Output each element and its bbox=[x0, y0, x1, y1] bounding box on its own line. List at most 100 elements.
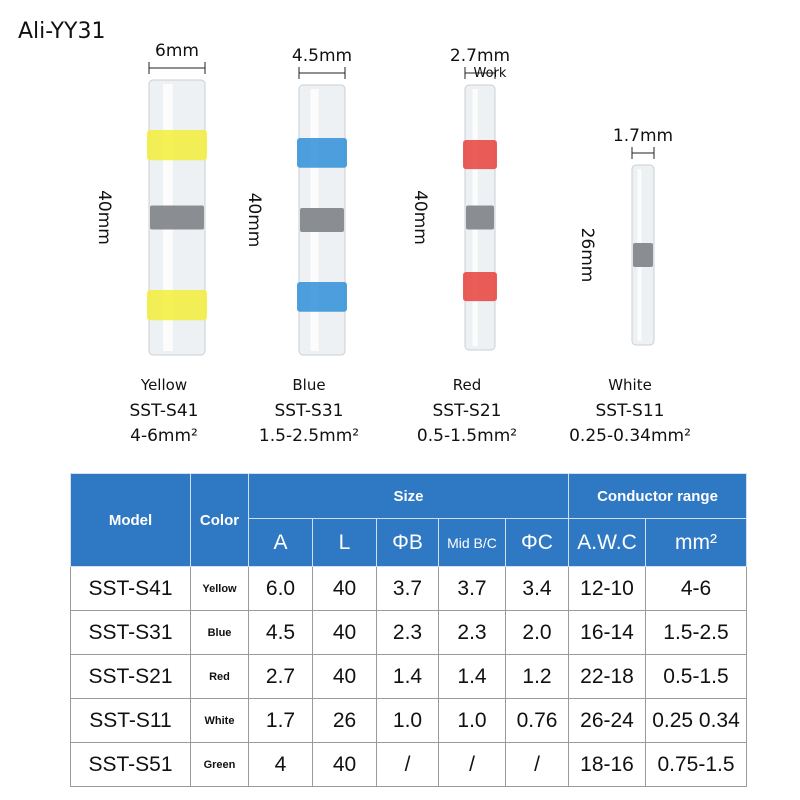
model-cell: SST-S41 bbox=[70, 566, 191, 611]
value-cell: 0.5-1.5 bbox=[645, 654, 747, 699]
wire-range: 1.5-2.5mm² bbox=[259, 426, 359, 446]
value-cell: 3.7 bbox=[376, 566, 439, 611]
subheader-cell: A.W.C bbox=[568, 518, 646, 567]
table-row: SST-S41 Yellow 6.0 40 3.7 3.7 3.4 12-10 4-6 bbox=[70, 566, 747, 611]
subheader-cell: A bbox=[248, 518, 313, 567]
value-cell: 16-14 bbox=[568, 610, 646, 655]
header-cell: Color bbox=[190, 473, 249, 567]
header-cell: Size bbox=[248, 473, 569, 519]
value-cell: 40 bbox=[312, 654, 377, 699]
model-name: SST-S41 bbox=[130, 401, 199, 421]
seal-ring bbox=[147, 290, 207, 321]
solder-ring bbox=[150, 205, 204, 230]
product-illustration: Ali-YY31 6mm 40mm Yellow SST-S41 4-6mm² 4.5mm… bbox=[18, 19, 691, 446]
value-cell: 40 bbox=[312, 566, 377, 611]
value-cell: 3.4 bbox=[505, 566, 569, 611]
value-cell: 2.7 bbox=[248, 654, 313, 699]
seal-ring bbox=[297, 138, 347, 168]
tube bbox=[147, 79, 207, 356]
color-cell: White bbox=[190, 698, 249, 743]
value-cell: 1.0 bbox=[438, 698, 506, 743]
color-cell: Green bbox=[190, 742, 249, 787]
table-row: SST-S51 Green 4 40///18-16 0.75-1.5 bbox=[70, 742, 747, 787]
wire-range: 4-6mm² bbox=[130, 426, 198, 446]
seal-ring bbox=[463, 272, 497, 302]
color-name: Red bbox=[453, 376, 482, 394]
value-cell: 1.5-2.5 bbox=[645, 610, 747, 655]
color-cell: Red bbox=[190, 654, 249, 699]
wire-range: 0.25-0.34mm² bbox=[569, 426, 691, 446]
length-label: 40mm bbox=[244, 193, 264, 248]
brand: Ali-YY31 bbox=[18, 19, 105, 44]
width-label: 1.7mm bbox=[613, 126, 673, 146]
model-cell: SST-S31 bbox=[70, 610, 191, 655]
value-cell: 2.3 bbox=[376, 610, 439, 655]
spec-table: Model Color Size Conductor range A L ΦB Mid B/C… bbox=[70, 473, 747, 787]
seal-ring bbox=[147, 130, 207, 161]
model-name: SST-S11 bbox=[596, 401, 665, 421]
header-cell: Conductor range bbox=[568, 473, 747, 519]
value-cell: 22-18 bbox=[568, 654, 646, 699]
table-row: SST-S31 Blue 4.5 40 2.3 2.3 2.0 16-14 1.5-2.5 bbox=[70, 610, 747, 655]
value-cell: / bbox=[438, 742, 506, 787]
color-name: Blue bbox=[292, 376, 325, 394]
value-cell: 2.3 bbox=[438, 610, 506, 655]
value-cell: 1.7 bbox=[248, 698, 313, 743]
tube bbox=[631, 164, 655, 346]
value-cell: 18-16 bbox=[568, 742, 646, 787]
seal-ring bbox=[297, 282, 347, 312]
header-row: Model Color Size Conductor range bbox=[70, 473, 747, 567]
tube bbox=[297, 84, 347, 356]
subheader-cell: L bbox=[312, 518, 377, 567]
value-cell: 1.4 bbox=[376, 654, 439, 699]
value-cell: 4-6 bbox=[645, 566, 747, 611]
model-cell: SST-S21 bbox=[70, 654, 191, 699]
tube bbox=[463, 84, 497, 351]
value-cell: 4.5 bbox=[248, 610, 313, 655]
subheader-cell: Mid B/C bbox=[438, 518, 506, 567]
width-label: 2.7mm bbox=[450, 46, 510, 66]
value-cell: / bbox=[505, 742, 569, 787]
value-cell: 6.0 bbox=[248, 566, 313, 611]
width-label: 6mm bbox=[155, 41, 199, 61]
color-cell: Blue bbox=[190, 610, 249, 655]
value-cell: 0.75-1.5 bbox=[645, 742, 747, 787]
subheader-cell: mm² bbox=[645, 518, 747, 567]
value-cell: / bbox=[376, 742, 439, 787]
table-row: SST-S21 Red 2.7 40 1.4 1.4 1.2 22-18 0.5-1.5 bbox=[70, 654, 747, 699]
value-cell: 40 bbox=[312, 742, 377, 787]
length-label: 40mm bbox=[94, 190, 114, 245]
color-cell: Yellow bbox=[190, 566, 249, 611]
length-label: 26mm bbox=[577, 228, 597, 283]
header-cell: Model bbox=[70, 473, 191, 567]
solder-ring bbox=[466, 205, 494, 230]
value-cell: 40 bbox=[312, 610, 377, 655]
value-cell: 1.2 bbox=[505, 654, 569, 699]
seal-ring bbox=[463, 140, 497, 170]
subheader-cell: ΦC bbox=[505, 518, 569, 567]
color-name: White bbox=[608, 376, 652, 394]
value-cell: 12-10 bbox=[568, 566, 646, 611]
solder-ring bbox=[633, 243, 653, 267]
model-cell: SST-S51 bbox=[70, 742, 191, 787]
width-label: 4.5mm bbox=[292, 46, 352, 66]
value-cell: 26-24 bbox=[568, 698, 646, 743]
value-cell: 1.4 bbox=[438, 654, 506, 699]
value-cell: 1.0 bbox=[376, 698, 439, 743]
value-cell: 0.76 bbox=[505, 698, 569, 743]
model-cell: SST-S11 bbox=[70, 698, 191, 743]
subheader-cell: ΦB bbox=[376, 518, 439, 567]
model-name: SST-S21 bbox=[433, 401, 502, 421]
color-name: Yellow bbox=[140, 376, 187, 394]
value-cell: 4 bbox=[248, 742, 313, 787]
length-label: 40mm bbox=[410, 190, 430, 245]
table-row: SST-S11 White 1.7 26 1.0 1.0 0.76 26-24 0.25 0.3… bbox=[70, 698, 747, 743]
wire-range: 0.5-1.5mm² bbox=[417, 426, 517, 446]
value-cell: 3.7 bbox=[438, 566, 506, 611]
subheader-row: A L ΦB Mid B/C ΦC A.W.C mm² bbox=[71, 518, 747, 567]
value-cell: 2.0 bbox=[505, 610, 569, 655]
value-cell: 26 bbox=[312, 698, 377, 743]
solder-ring bbox=[300, 208, 344, 232]
value-cell: 0.25 0.34 bbox=[645, 698, 747, 743]
